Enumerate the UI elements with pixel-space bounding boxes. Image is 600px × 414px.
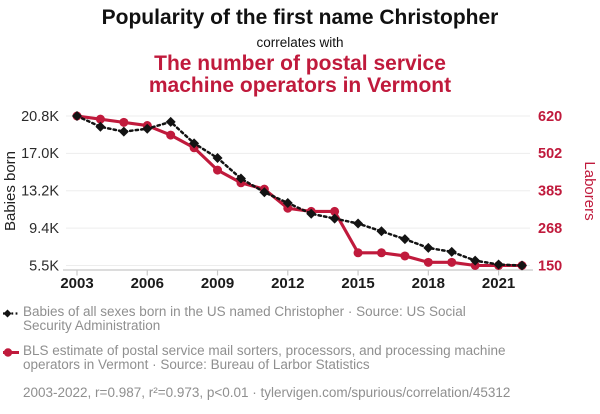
left-axis-tick-label: 9.4K [29,221,59,237]
secondary-title: The number of postal service machine oper… [0,53,600,97]
data-point-diamond [423,242,434,253]
legend-item-babies: Babies of all sexes born in the US named… [3,305,597,333]
data-point-diamond [306,208,317,219]
data-point-diamond [142,123,153,134]
data-point-circle [400,251,410,261]
black-diamond-marker-icon [3,309,19,318]
right-axis-tick-label: 620 [538,109,562,125]
chart-legend: Babies of all sexes born in the US named… [3,305,597,400]
right-axis-tick-label: 502 [538,146,562,162]
x-axis-tick-label: 2018 [412,275,445,292]
secondary-title-line1: The number of postal service [154,52,446,75]
data-point-circle [283,203,293,213]
right-axis-title: Laborers [581,161,598,220]
data-point-diamond [282,197,293,208]
red-circle-marker-icon [3,348,19,357]
data-point-diamond [376,226,387,237]
data-point-diamond [189,138,200,149]
legend-laborers-line2: operators in Vermont · Source: Bureau of… [23,357,370,372]
data-point-circle [447,257,457,267]
left-axis-tick-label: 5.5K [29,258,59,274]
left-axis-tick-label: 13.2K [21,184,59,200]
data-point-diamond [329,213,340,224]
data-point-diamond [493,259,504,270]
data-point-circle [119,117,129,127]
data-point-diamond [259,187,270,198]
x-axis-tick-label: 2015 [341,275,374,292]
right-axis-tick-label: 268 [538,221,562,237]
data-point-circle [423,257,433,267]
x-axis-tick-label: 2006 [131,275,164,292]
data-point-circle [213,165,223,175]
x-axis-tick-label: 2009 [201,275,234,292]
data-point-circle [330,206,340,216]
data-point-diamond [118,126,129,137]
data-point-diamond [446,246,457,257]
data-point-diamond [165,116,176,127]
right-axis-tick-label: 385 [538,184,562,200]
data-point-diamond [517,260,527,271]
legend-laborers-line1: BLS estimate of postal service mail sort… [23,343,506,358]
data-point-diamond [72,111,82,121]
correlates-with-label: correlates with [256,35,344,50]
legend-item-laborers: BLS estimate of postal service mail sort… [3,344,597,372]
data-point-circle [376,248,386,258]
right-axis-tick-label: 150 [538,258,562,274]
legend-item-laborers-label: BLS estimate of postal service mail sort… [23,344,505,372]
data-point-diamond [353,218,364,229]
legend-babies-line1: Babies of all sexes born in the US named… [23,304,466,319]
data-point-diamond [470,255,481,266]
stats-footer: 2003-2022, r=0.987, r²=0.973, p<0.01 · t… [23,385,511,400]
data-point-diamond [399,234,410,245]
secondary-title-line2: machine operators in Vermont [148,74,452,97]
x-axis-tick-label: 2003 [60,275,93,292]
left-axis-title: Babies born [2,151,19,231]
data-point-diamond [212,153,223,164]
legend-babies-line2: Security Administration [23,318,161,333]
data-point-circle [166,130,176,140]
chart-header: Popularity of the first name Christopher… [0,0,600,97]
data-point-diamond [95,121,106,132]
left-axis-tick-label: 17.0K [21,146,59,162]
page-title: Popularity of the first name Christopher [101,6,499,29]
legend-item-babies-label: Babies of all sexes born in the US named… [23,305,466,333]
chart-plot: 20.8K 620 17.0K 502 13.2K 385 9.4K 268 5.5K 150 20… [2,109,598,292]
x-axis-tick-label: 2012 [271,275,304,292]
data-point-circle [353,248,363,258]
x-axis-tick-label: 2021 [482,275,515,292]
left-axis-tick-label: 20.8K [21,109,59,125]
data-point-circle [95,114,105,124]
data-point-diamond [235,173,246,184]
